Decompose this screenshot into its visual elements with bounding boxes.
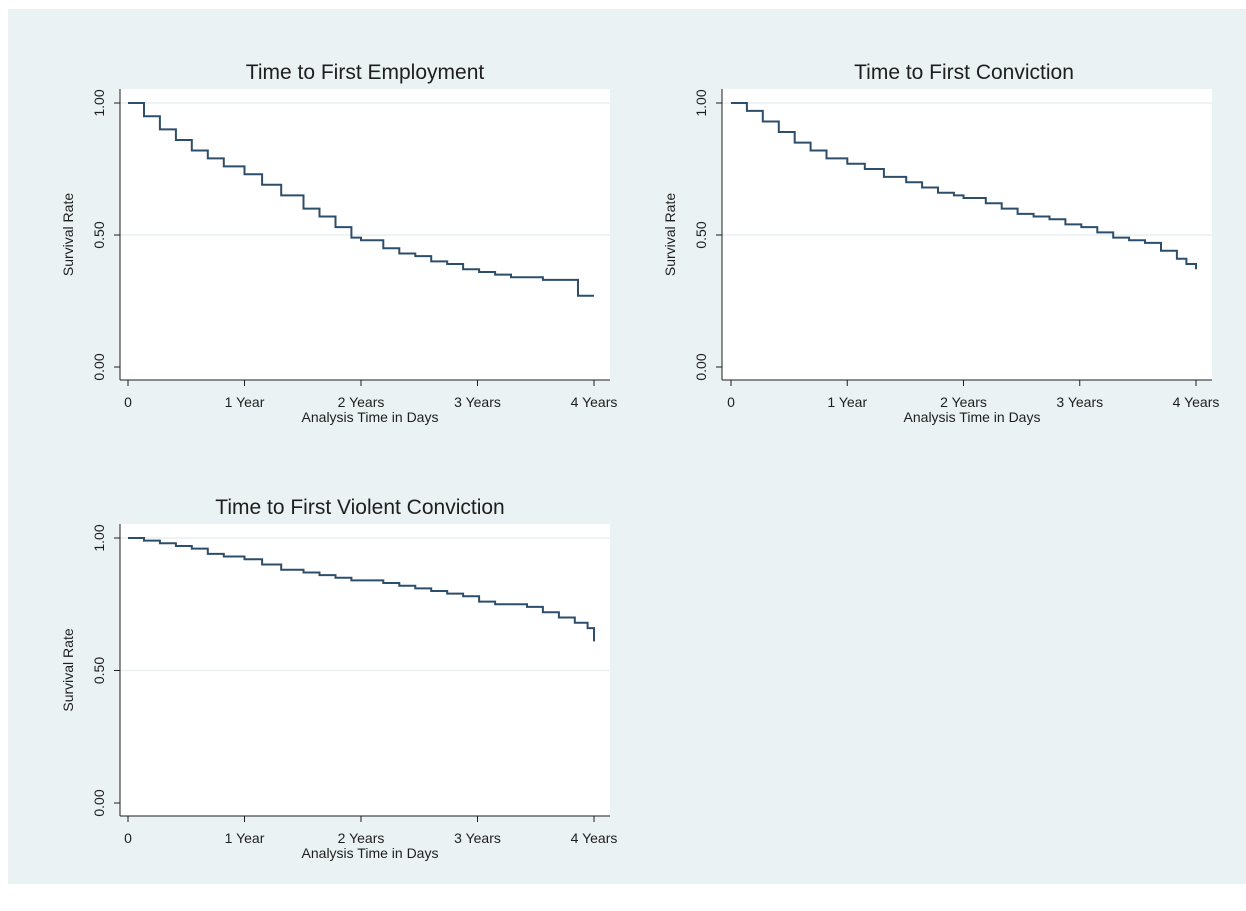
- chart-title: Time to First Conviction: [854, 61, 1074, 84]
- x-tick-label: 3 Years: [454, 830, 501, 846]
- survival-curve-line: [128, 102, 594, 297]
- x-tick-label: 0: [727, 394, 735, 410]
- y-tick-label: 1.00: [693, 89, 709, 116]
- x-tick-label: 1 Year: [225, 394, 265, 410]
- y-tick-label: 0.50: [693, 221, 709, 248]
- x-tick-label: 3 Years: [1056, 394, 1103, 410]
- y-tick-label: 0.50: [91, 221, 107, 248]
- chart-title: Time to First Violent Conviction: [215, 496, 504, 519]
- chart-panel-1: 0.00 0.50 1.00 0 1 Year 2 Years 3 Years 4 Years…: [60, 61, 617, 425]
- chart-title: Time to First Employment: [246, 61, 485, 84]
- x-tick-label: 4 Years: [571, 830, 618, 846]
- y-axis-title: Survival Rate: [60, 628, 76, 711]
- x-tick-label: 2 Years: [940, 394, 987, 410]
- x-tick-label: 2 Years: [338, 394, 385, 410]
- x-tick-label: 1 Year: [225, 830, 265, 846]
- y-tick-label: 1.00: [91, 89, 107, 116]
- y-tick-label: 0.00: [91, 789, 107, 816]
- y-tick-label: 0.00: [693, 353, 709, 380]
- y-tick-label: 0.50: [91, 657, 107, 684]
- chart-panel-2: 0.00 0.50 1.00 0 1 Year 2 Years 3 Years 4 Years…: [662, 61, 1219, 425]
- survival-curve-line: [128, 537, 595, 642]
- x-tick-label: 4 Years: [571, 394, 618, 410]
- x-tick-label: 1 Year: [827, 394, 867, 410]
- y-tick-label: 1.00: [91, 524, 107, 551]
- x-axis-title: Analysis Time in Days: [302, 845, 439, 861]
- x-tick-label: 4 Years: [1173, 394, 1220, 410]
- x-tick-label: 0: [124, 830, 132, 846]
- x-axis-title: Analysis Time in Days: [302, 409, 439, 425]
- x-tick-label: 2 Years: [338, 830, 385, 846]
- survival-curve-line: [731, 102, 1197, 270]
- x-tick-label: 3 Years: [454, 394, 501, 410]
- y-axis-title: Survival Rate: [60, 193, 76, 276]
- x-tick-label: 0: [124, 394, 132, 410]
- y-tick-label: 0.00: [91, 353, 107, 380]
- x-axis-title: Analysis Time in Days: [904, 409, 1041, 425]
- chart-panel-3: 0.00 0.50 1.00 0 1 Year 2 Years 3 Years 4 Years…: [60, 496, 617, 861]
- y-axis-title: Survival Rate: [662, 193, 678, 276]
